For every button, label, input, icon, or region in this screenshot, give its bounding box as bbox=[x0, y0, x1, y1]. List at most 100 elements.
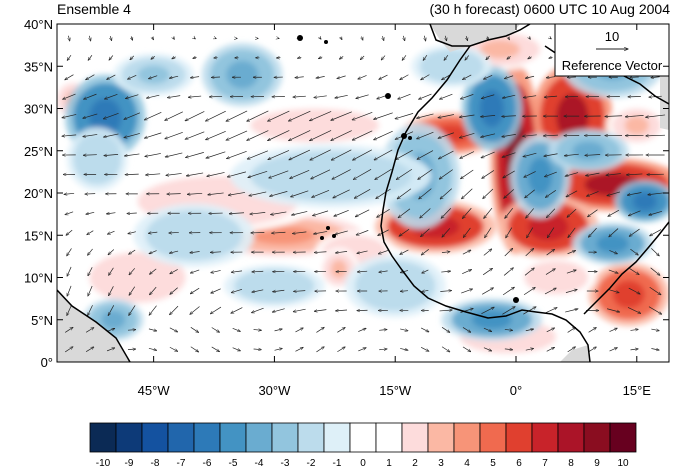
wind-vector bbox=[310, 130, 332, 140]
wind-vector bbox=[375, 168, 392, 179]
anomaly-core bbox=[612, 280, 645, 309]
wind-vector bbox=[358, 348, 366, 352]
wind-vector bbox=[352, 130, 373, 140]
wind-vector bbox=[630, 329, 638, 330]
wind-vector bbox=[502, 287, 514, 296]
wind-vector bbox=[231, 271, 243, 272]
colorbar-label: -9 bbox=[125, 458, 134, 469]
colorbar-label: -5 bbox=[229, 458, 238, 469]
wind-vector bbox=[149, 286, 157, 295]
wind-vector bbox=[274, 348, 283, 350]
wind-vector bbox=[481, 94, 495, 99]
wind-vector bbox=[252, 289, 264, 292]
wind-vector bbox=[247, 110, 269, 121]
wind-vector bbox=[127, 330, 136, 331]
wind-vector bbox=[465, 55, 470, 61]
island-canaries-2 bbox=[408, 136, 412, 140]
wind-vector bbox=[110, 35, 111, 41]
island-madeira bbox=[385, 93, 391, 99]
wind-vector bbox=[105, 94, 118, 99]
wind-vector bbox=[546, 208, 556, 218]
wind-vector bbox=[310, 149, 331, 160]
wind-vector bbox=[85, 328, 94, 333]
colorbar-swatch bbox=[323, 422, 351, 453]
wind-vector bbox=[440, 188, 453, 199]
wind-vector bbox=[421, 74, 430, 80]
island-canaries-1 bbox=[401, 133, 407, 139]
wind-vector bbox=[523, 135, 537, 137]
wind-vector bbox=[525, 329, 534, 331]
wind-vector bbox=[190, 77, 200, 78]
wind-vector bbox=[442, 228, 451, 237]
wind-vector bbox=[83, 134, 98, 136]
wind-vector bbox=[546, 249, 555, 256]
wind-vector bbox=[420, 208, 431, 218]
lat-tick-label: 30°N bbox=[24, 102, 53, 117]
lat-tick-label: 10°N bbox=[24, 271, 53, 286]
wind-vector bbox=[379, 271, 388, 272]
wind-vector bbox=[567, 327, 576, 333]
anomaly-core bbox=[290, 162, 372, 191]
wind-vector bbox=[564, 154, 579, 156]
wind-vector bbox=[227, 171, 247, 177]
wind-vector bbox=[226, 130, 248, 140]
wind-vector bbox=[232, 327, 241, 331]
wind-vector bbox=[588, 227, 597, 237]
wind-vector bbox=[422, 269, 429, 273]
wind-vector bbox=[333, 189, 350, 198]
wind-vector bbox=[528, 57, 532, 59]
wind-vector bbox=[231, 288, 243, 292]
reference-vector-background bbox=[554, 24, 669, 77]
wind-vector bbox=[629, 228, 640, 236]
wind-vector bbox=[379, 74, 388, 79]
wind-vector bbox=[482, 288, 493, 295]
wind-vector bbox=[273, 290, 285, 291]
wind-vector bbox=[129, 286, 136, 296]
wind-vector bbox=[354, 189, 371, 198]
wind-vector bbox=[173, 37, 174, 39]
wind-vector bbox=[648, 306, 662, 315]
wind-vector bbox=[314, 95, 327, 98]
wind-vector bbox=[630, 349, 638, 350]
wind-vector bbox=[374, 112, 393, 120]
wind-vector bbox=[337, 327, 345, 333]
colorbar-swatch bbox=[505, 422, 533, 453]
wind-vector bbox=[193, 57, 197, 58]
wind-vector bbox=[461, 289, 472, 294]
wind-vector bbox=[356, 94, 369, 99]
wind-vector bbox=[608, 209, 620, 216]
wind-vector bbox=[586, 172, 600, 176]
wind-vector bbox=[609, 250, 617, 253]
wind-vector bbox=[502, 94, 516, 98]
wind-vector bbox=[549, 57, 553, 58]
reference-vector-magnitude: 10 bbox=[605, 29, 619, 44]
wind-vector bbox=[376, 188, 391, 199]
wind-vector bbox=[86, 74, 95, 80]
wind-vector bbox=[374, 149, 393, 160]
map-area: 10 Reference Vector bbox=[57, 24, 669, 362]
wind-vector bbox=[62, 114, 77, 117]
wind-vector bbox=[190, 269, 200, 273]
reference-vector-caption: Reference Vector bbox=[562, 58, 663, 73]
lon-tick-label: 45°W bbox=[138, 383, 171, 398]
wind-vector bbox=[646, 135, 666, 136]
wind-vector bbox=[459, 114, 475, 117]
wind-vector bbox=[146, 174, 161, 175]
wind-vector bbox=[129, 249, 136, 254]
wind-vector bbox=[628, 210, 641, 216]
wind-vector bbox=[441, 271, 450, 272]
wind-vector bbox=[358, 75, 367, 79]
lat-tick-label: 20°N bbox=[24, 186, 53, 201]
wind-vector bbox=[417, 131, 434, 139]
island-cape-verde-1 bbox=[326, 226, 330, 230]
lat-tick-label: 35°N bbox=[24, 59, 53, 74]
wind-vector bbox=[629, 268, 639, 275]
colorbar-swatch bbox=[297, 422, 325, 453]
wind-vector bbox=[337, 75, 346, 79]
wind-vector bbox=[419, 188, 432, 199]
wind-vector bbox=[292, 231, 307, 234]
anomaly-core bbox=[528, 157, 553, 195]
anomaly-core bbox=[254, 276, 295, 296]
wind-vector bbox=[103, 113, 119, 118]
